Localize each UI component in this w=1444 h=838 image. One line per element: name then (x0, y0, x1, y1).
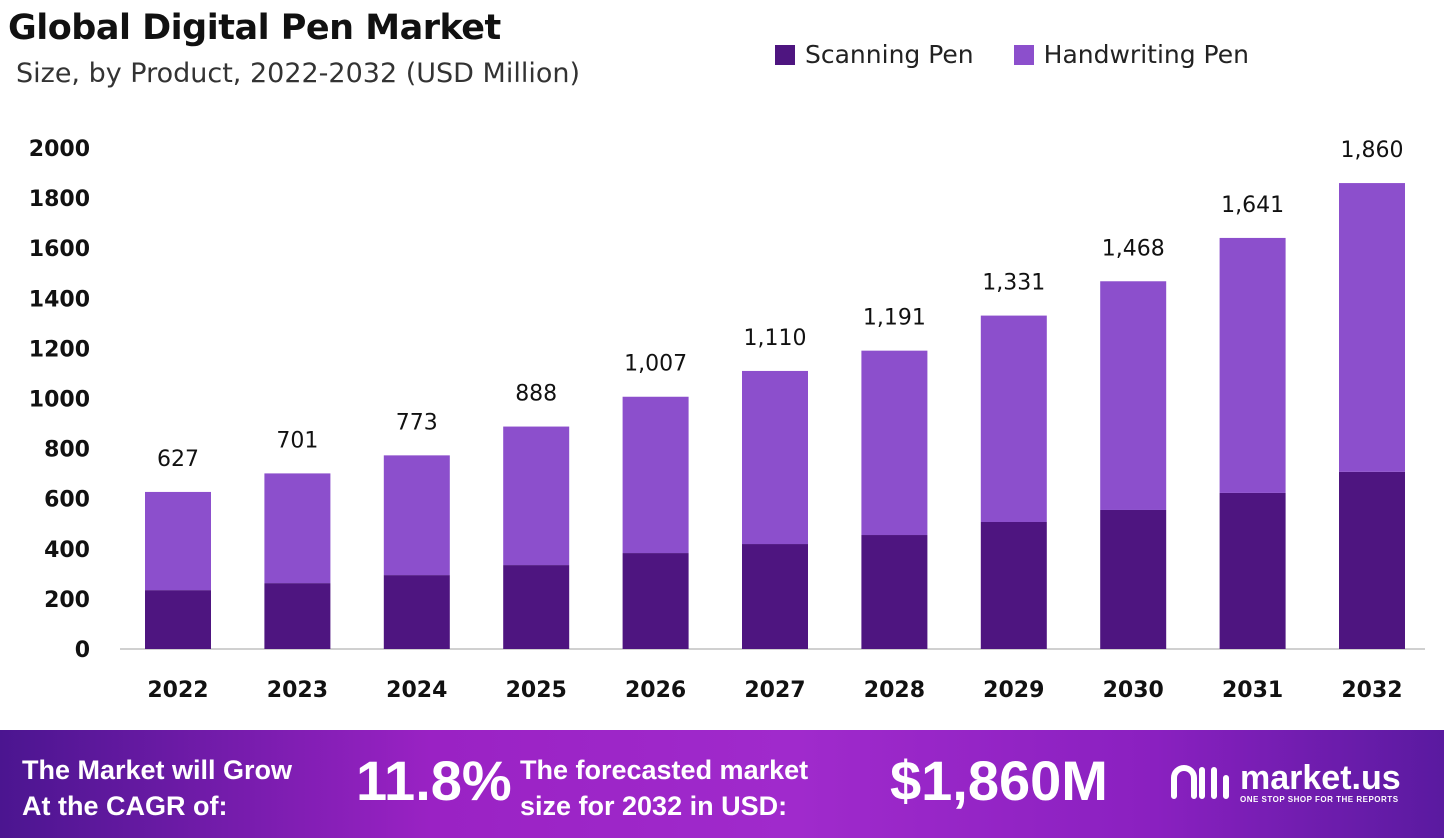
data-label: 1,468 (1102, 236, 1165, 261)
chart-subtitle: Size, by Product, 2022-2032 (USD Million… (16, 58, 580, 89)
bar-handwriting-pen (1100, 281, 1167, 510)
brand-name: market.us (1240, 758, 1401, 797)
y-tick-label: 200 (44, 588, 90, 613)
x-tick-label: 2029 (983, 678, 1044, 703)
x-tick-label: 2026 (625, 678, 686, 703)
bar-scanning-pen (1219, 492, 1286, 649)
cagr-value: 11.8% (356, 749, 512, 812)
bar-scanning-pen (861, 535, 928, 649)
forecast-value: $1,860M (890, 749, 1108, 812)
logo-icon (1171, 765, 1229, 799)
x-tick-label: 2022 (147, 678, 208, 703)
bar-scanning-pen (383, 575, 450, 649)
brand-tagline: ONE STOP SHOP FOR THE REPORTS (1240, 794, 1399, 804)
data-label: 888 (515, 382, 557, 407)
y-tick-label: 600 (44, 488, 90, 513)
footer-banner: The Market will Grow At the CAGR of: 11.8… (0, 730, 1444, 838)
x-tick-label: 2025 (506, 678, 567, 703)
x-tick-label: 2028 (864, 678, 925, 703)
data-label: 1,007 (624, 352, 687, 377)
chart-title: Global Digital Pen Market (8, 8, 501, 48)
cagr-label-line: The Market will Grow (22, 755, 293, 785)
legend-item-handwriting: Handwriting Pen (1013, 40, 1249, 69)
forecast-label-line: size for 2032 in USD: (520, 791, 788, 821)
bar-handwriting-pen (622, 396, 689, 554)
legend: Scanning Pen Handwriting Pen (775, 40, 1249, 69)
y-tick-label: 400 (44, 538, 90, 563)
y-tick-label: 1600 (29, 237, 90, 262)
y-tick-label: 800 (44, 438, 90, 463)
x-tick-label: 2024 (386, 678, 447, 703)
cagr-label: The Market will Grow At the CAGR of: (22, 752, 347, 824)
legend-swatch (775, 44, 795, 65)
data-label: 1,641 (1221, 193, 1284, 218)
bar-handwriting-pen (742, 370, 808, 545)
legend-label: Handwriting Pen (1043, 40, 1249, 69)
data-label: 1,191 (863, 306, 926, 331)
y-tick-label: 2000 (29, 137, 90, 162)
bar-scanning-pen (145, 590, 211, 649)
bar-scanning-pen (1339, 471, 1405, 649)
bar-handwriting-pen (1339, 183, 1405, 472)
y-tick-label: 0 (75, 638, 90, 663)
bar-handwriting-pen (980, 315, 1047, 522)
bar-scanning-pen (1100, 509, 1167, 649)
x-tick-label: 2032 (1341, 678, 1402, 703)
y-tick-label: 1400 (29, 287, 90, 312)
data-label: 1,860 (1341, 138, 1404, 163)
data-label: 627 (157, 447, 199, 472)
bar-handwriting-pen (383, 455, 450, 576)
bar-handwriting-pen (503, 426, 570, 566)
data-label: 1,331 (982, 271, 1045, 296)
bar-scanning-pen (980, 521, 1047, 649)
bar-scanning-pen (264, 583, 331, 649)
data-label: 701 (276, 428, 318, 453)
bar-scanning-pen (503, 565, 570, 649)
chart-plot: 0 200 400 600 800 1000 1200 1400 1600 1800 2000 627… (29, 137, 1425, 703)
legend-swatch (1013, 44, 1034, 65)
x-tick-label: 2027 (744, 678, 805, 703)
forecast-label: The forecasted market size for 2032 in US… (520, 752, 880, 824)
brand-logo: market.us ONE STOP SHOP FOR THE REPORTS (1168, 760, 1401, 804)
bar-scanning-pen (742, 544, 808, 649)
bar-handwriting-pen (1219, 237, 1286, 493)
legend-item-scanning: Scanning Pen (775, 40, 974, 69)
cagr-label-line: At the CAGR of: (22, 791, 228, 821)
y-tick-label: 1800 (29, 187, 90, 212)
x-tick-label: 2031 (1222, 678, 1283, 703)
y-tick-label: 1000 (29, 388, 90, 413)
bar-handwriting-pen (145, 491, 211, 591)
forecast-label-line: The forecasted market (520, 755, 809, 785)
bar-handwriting-pen (264, 473, 331, 584)
bar-handwriting-pen (861, 350, 928, 536)
x-tick-label: 2030 (1103, 678, 1164, 703)
y-tick-label: 1200 (29, 337, 90, 362)
data-label: 1,110 (744, 326, 807, 351)
x-tick-label: 2023 (267, 678, 328, 703)
bar-scanning-pen (622, 553, 689, 649)
data-label: 773 (396, 410, 438, 435)
legend-label: Scanning Pen (805, 40, 974, 69)
